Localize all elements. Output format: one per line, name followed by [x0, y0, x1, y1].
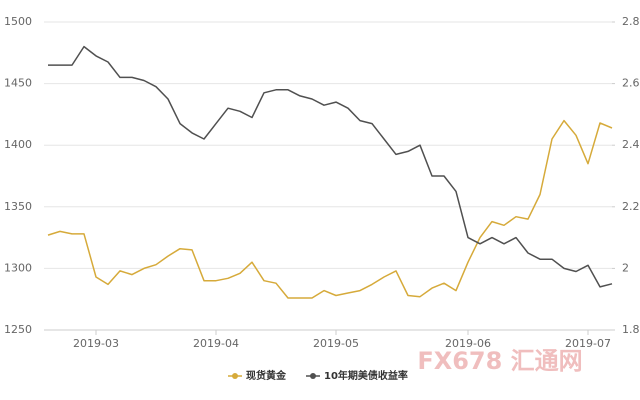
- y-tick-label: 1500: [4, 15, 32, 28]
- x-tick-label: 2019-07: [565, 337, 611, 350]
- y-tick-label: 1300: [4, 261, 32, 274]
- y-tick-label: 1400: [4, 138, 32, 151]
- legend-dot: [232, 373, 238, 379]
- x-tick-label: 2019-06: [445, 337, 491, 350]
- watermark: FX678 汇通网: [417, 347, 582, 375]
- y2-tick-label: 2: [622, 261, 629, 274]
- y2-tick-label: 2.4: [622, 138, 640, 151]
- legend-label: 现货黄金: [246, 369, 287, 382]
- legend: 现货黄金 10年期美债收益率: [228, 369, 408, 382]
- legend-label: 10年期美债收益率: [324, 369, 408, 382]
- y-tick-label: 1450: [4, 77, 32, 90]
- series-line: [48, 45, 613, 288]
- y2-tick-label: 2.6: [622, 77, 640, 90]
- legend-dot: [310, 373, 316, 379]
- y2-tick-label: 2.2: [622, 200, 640, 213]
- x-tick-label: 2019-03: [73, 337, 119, 350]
- y2-tick-label: 2.8: [622, 15, 640, 28]
- x-tick-label: 2019-05: [313, 337, 359, 350]
- series-line: [47, 119, 613, 299]
- x-tick-label: 2019-04: [193, 337, 239, 350]
- y-tick-label: 1350: [4, 200, 32, 213]
- y2-tick-label: 1.8: [622, 323, 640, 336]
- y-tick-label: 1250: [4, 323, 32, 336]
